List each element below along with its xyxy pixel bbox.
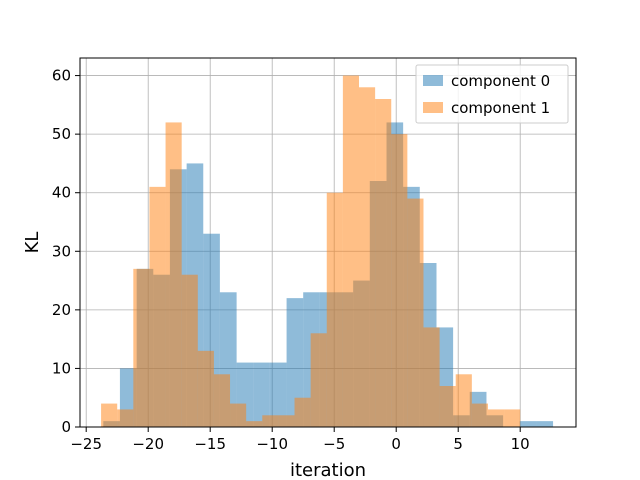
x-tick-label: −15 [194,435,226,453]
legend-label-component-0: component 0 [451,72,550,90]
y-axis-label: KL [22,232,43,254]
histogram-bar-component-1 [262,415,279,427]
y-tick-label: 50 [52,125,71,143]
histogram-bar-component-1 [213,374,231,427]
histogram-bar-component-1 [455,374,472,427]
legend-label-component-1: component 1 [451,99,550,117]
histogram-bar-component-0 [536,421,554,427]
x-axis-label: iteration [290,460,366,480]
y-axis-ticks: 0 10 20 30 40 50 60 [52,67,80,436]
x-tick-label: 10 [511,435,530,453]
x-axis-ticks: −25 −20 −15 −10 −5 0 5 10 [70,427,530,453]
histogram-bar-component-0 [519,421,537,427]
histogram-bar-component-1 [326,192,343,427]
histogram-bar-component-1 [407,198,424,427]
legend: component 0 component 1 [415,64,569,124]
histogram-bar-component-1 [294,397,311,427]
x-tick-label: −10 [256,435,288,453]
y-tick-label: 0 [61,418,71,436]
histogram-bar-component-1 [487,409,505,427]
histogram-bar-component-1 [439,386,456,427]
histogram-bar-component-1 [359,87,376,428]
histogram-bar-component-1 [230,403,247,427]
x-tick-label: 5 [453,435,463,453]
histogram-bar-component-1 [149,186,166,427]
histogram-bar-component-0 [269,362,287,427]
y-tick-label: 30 [52,242,71,260]
histogram-bar-component-1 [165,122,182,427]
histogram-bar-component-1 [246,421,263,427]
histogram-bar-component-1 [197,350,214,427]
histogram-bar-component-1 [471,403,488,427]
histogram-bar-component-1 [117,409,134,427]
histogram-bar-component-1 [391,134,408,427]
histogram-bar-component-1 [423,327,440,427]
histogram-bar-component-0 [253,362,270,427]
histogram-bar-component-1 [342,75,359,428]
histogram-bar-component-1 [375,99,392,427]
x-tick-label: −20 [132,435,164,453]
histogram-bar-component-1 [181,274,198,427]
histogram-bar-component-1 [133,268,150,427]
x-tick-label: −25 [70,435,102,453]
histogram-bar-component-0 [286,298,304,427]
y-tick-label: 10 [52,359,71,377]
x-tick-label: −5 [323,435,345,453]
y-tick-label: 60 [52,67,71,85]
histogram-bar-component-1 [101,403,118,427]
legend-box [415,64,569,124]
x-tick-label: 0 [391,435,401,453]
plot-frame [79,57,577,428]
y-tick-label: 20 [52,301,71,319]
y-tick-label: 40 [52,184,71,202]
legend-swatch-component-0 [423,75,443,86]
histogram-bars [101,75,554,428]
histogram-bar-component-1 [278,415,295,427]
histogram-bar-component-1 [310,333,327,427]
legend-swatch-component-1 [423,102,443,113]
histogram-bar-component-1 [504,409,521,427]
